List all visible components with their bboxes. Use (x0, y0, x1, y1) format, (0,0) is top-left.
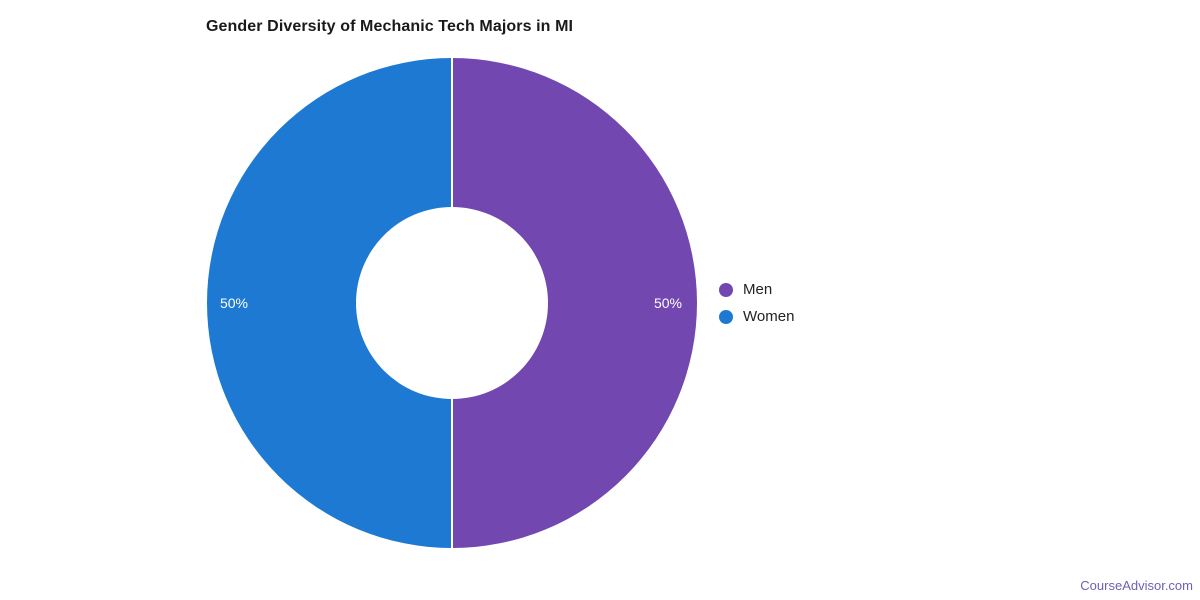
slice-label-men: 50% (654, 295, 682, 311)
legend-dot-icon (719, 282, 733, 297)
donut-chart: 50% 50% (207, 58, 697, 548)
pie-slice-men (452, 58, 697, 548)
legend-label-women: Women (743, 308, 795, 325)
legend-label-men: Men (743, 281, 773, 298)
legend-dot-icon (719, 309, 733, 324)
slice-label-women: 50% (220, 295, 248, 311)
chart-legend: Men Women (719, 276, 794, 330)
chart-title: Gender Diversity of Mechanic Tech Majors… (206, 18, 574, 35)
legend-item-women: Women (719, 303, 794, 330)
courseadvisor-link[interactable]: CourseAdvisor.com (1080, 578, 1193, 593)
pie-slice-women (207, 58, 452, 548)
legend-item-men: Men (719, 276, 794, 303)
